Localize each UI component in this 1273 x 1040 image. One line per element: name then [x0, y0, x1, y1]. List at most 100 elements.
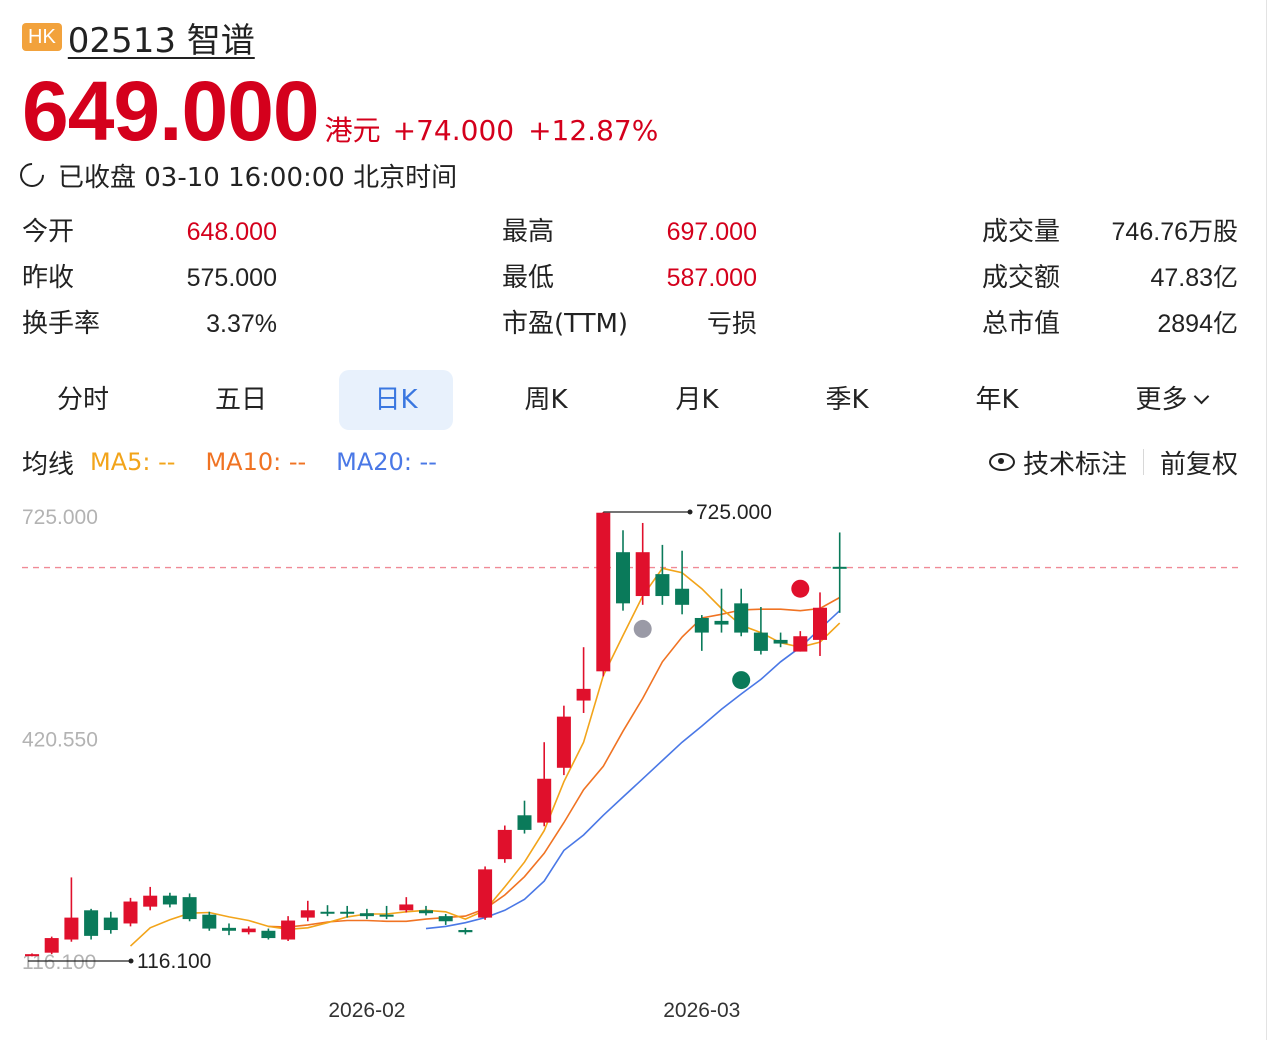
y-axis-label: 725.000: [22, 506, 98, 529]
candle-body: [241, 928, 256, 933]
ma5-legend: MA5: --: [90, 448, 176, 476]
candle-body: [359, 913, 374, 917]
tab-more-label: 更多: [1135, 385, 1188, 415]
market-cap-label: 总市值: [982, 309, 1061, 339]
candle-body: [793, 636, 808, 652]
amount-label: 成交额: [982, 263, 1061, 293]
high-label: 最高: [502, 217, 555, 247]
kline-chart[interactable]: 725.000 420.550 116.100 725.000 116.100 2026-…: [0, 490, 1266, 1035]
candle-body: [694, 617, 709, 633]
candle-body: [162, 895, 177, 905]
candle-body: [419, 910, 433, 914]
candle-body: [537, 778, 552, 823]
tab-more[interactable]: 更多: [1104, 370, 1238, 430]
low-value: 587.000: [666, 264, 757, 292]
ma-label: 均线: [22, 449, 75, 480]
candle-body: [655, 574, 670, 597]
candle-body: [281, 920, 296, 940]
chart-period-tabs: 分时 五日 日K 周K 月K 季K 年K 更多: [22, 370, 1238, 430]
candle-body: [813, 607, 827, 640]
candle-body: [320, 911, 335, 914]
stock-title: HK 02513 智谱: [22, 16, 255, 61]
high-value: 697.000: [666, 218, 757, 246]
eye-icon: [988, 453, 1015, 471]
candle-body: [734, 603, 749, 633]
signal-marker: [791, 579, 810, 598]
tools-divider: [1142, 449, 1144, 475]
candle-body: [123, 901, 138, 924]
candle-body: [261, 930, 276, 939]
candle-body: [714, 620, 729, 625]
candle-body: [399, 904, 414, 911]
candle-body: [773, 639, 788, 644]
x-axis-label: 2026-03: [663, 999, 740, 1022]
candle-body: [25, 954, 39, 957]
currency: 港元: [324, 114, 381, 147]
stock-name-link[interactable]: 02513 智谱: [67, 20, 255, 61]
tab-yearly-k[interactable]: 年K: [975, 385, 1019, 415]
signal-marker: [732, 671, 751, 690]
tab-monthly-k[interactable]: 月K: [675, 385, 719, 415]
candle-body: [84, 910, 99, 936]
candle-body: [478, 869, 493, 918]
candle-body: [222, 927, 236, 931]
candle-body: [616, 552, 630, 604]
price-change-pct: +12.87%: [528, 114, 659, 147]
chart-tools: 技术标注 前复权: [988, 442, 1238, 482]
candle-body: [340, 911, 355, 914]
low-annotation-dot: [128, 958, 134, 964]
high-annotation-label: 725.000: [696, 501, 772, 524]
tab-weekly-k[interactable]: 周K: [524, 385, 568, 415]
candle-body: [832, 566, 847, 569]
market-status: 已收盘 03-10 16:00:00 北京时间: [15, 156, 458, 194]
status-text: 已收盘 03-10 16:00:00 北京时间: [58, 162, 458, 193]
ma10-legend: MA10: --: [205, 448, 307, 476]
candle-body: [143, 895, 158, 907]
market-cap-value: 2894亿: [1157, 310, 1238, 338]
chevron-down-icon: [1193, 388, 1209, 405]
y-axis-label: 420.550: [22, 729, 98, 752]
current-price: 649.000: [22, 64, 320, 158]
candle-body: [675, 588, 690, 605]
clock-icon: [15, 158, 49, 192]
price-row: 649.000 港元 +74.000 +12.87%: [22, 66, 658, 156]
ma-legend: 均线 MA5: -- MA10: -- MA20: --: [22, 442, 437, 482]
open-label: 今开: [22, 217, 75, 247]
high-annotation-dot: [687, 509, 693, 515]
ma20-line: [425, 610, 841, 930]
x-axis-label: 2026-02: [328, 999, 405, 1022]
candle-body: [202, 914, 217, 929]
open-value: 648.000: [186, 218, 277, 246]
candle-body: [576, 688, 591, 701]
stats-grid: 今开 648.000 昨收 575.000 换手率 3.37% 最高 697.0…: [22, 210, 1238, 350]
turnover-rate-label: 换手率: [22, 309, 101, 339]
candle-body: [497, 829, 512, 860]
tab-five-day[interactable]: 五日: [214, 385, 267, 415]
pe-label: 市盈(TTM): [502, 309, 629, 339]
candle-body: [635, 552, 650, 597]
tab-daily-k[interactable]: 日K: [339, 370, 453, 430]
amount-value: 47.83亿: [1150, 264, 1238, 292]
candle-body: [556, 716, 571, 768]
y-axis-label: 116.100: [22, 951, 96, 974]
price-change: +74.000: [392, 114, 515, 147]
signal-marker: [633, 619, 652, 638]
candle-body: [438, 916, 453, 922]
candle-body: [753, 632, 768, 651]
tab-intraday[interactable]: 分时: [56, 385, 109, 415]
volume-value: 746.76万股: [1111, 218, 1238, 246]
adjust-mode-button[interactable]: 前复权: [1159, 449, 1238, 480]
tab-quarterly-k[interactable]: 季K: [825, 385, 869, 415]
pe-value: 亏损: [706, 310, 757, 338]
market-badge: HK: [22, 23, 62, 51]
candle-body: [517, 815, 532, 830]
candle-body: [300, 910, 315, 918]
technical-annotation-button[interactable]: 技术标注: [1022, 449, 1127, 480]
low-annotation-label: 116.100: [137, 950, 211, 973]
candle-body: [44, 938, 59, 953]
candle-body: [596, 512, 611, 672]
prev-close-value: 575.000: [186, 264, 277, 292]
candle-body: [182, 897, 197, 920]
candle-body: [64, 917, 79, 940]
turnover-rate-value: 3.37%: [206, 310, 277, 338]
